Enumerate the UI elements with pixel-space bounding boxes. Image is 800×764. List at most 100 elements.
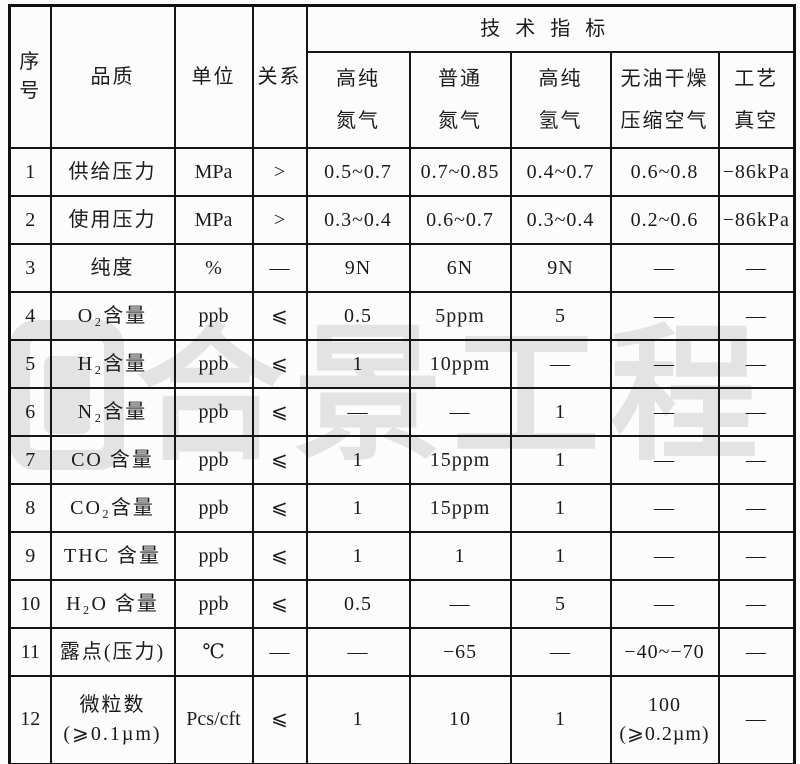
cell-value: —	[609, 291, 720, 341]
cell-value: —	[609, 579, 720, 629]
cell-value: 1	[305, 339, 411, 389]
cell-value: —	[408, 387, 512, 437]
cell-value: 1	[305, 435, 411, 485]
cell-value: —	[609, 483, 720, 533]
table-row: 6 N₂含量 ppb ⩽ — — 1 — —	[8, 387, 796, 437]
header-row-group: 序号 品质 单位 关系 技术指标	[8, 4, 796, 149]
header-spec-line: 高纯	[336, 68, 380, 90]
cell-relation: ⩽	[251, 579, 308, 629]
cell-no: 5	[8, 339, 52, 389]
cell-value: —	[509, 627, 612, 677]
cell-value: 0.5	[305, 579, 411, 629]
cell-value: −86kPa	[717, 147, 796, 197]
cell-value: 0.5	[305, 291, 411, 341]
cell-value: 0.4~0.7	[509, 147, 612, 197]
cell-value: 15ppm	[408, 435, 512, 485]
header-spec-vacuum: 工艺 真空	[717, 51, 796, 149]
cell-unit: MPa	[173, 195, 254, 245]
header-spec-cda: 无油干燥 压缩空气	[609, 51, 720, 149]
table-row: 3 纯度 % — 9N 6N 9N — —	[8, 243, 796, 293]
cell-value: 1	[509, 531, 612, 581]
cell-value: 0.3~0.4	[305, 195, 411, 245]
cell-value: —	[305, 627, 411, 677]
header-spec-line: 真空	[734, 110, 779, 132]
cell-no: 2	[8, 195, 52, 245]
cell-value: −40~−70	[609, 627, 720, 677]
table-row: 10 H₂O 含量 ppb ⩽ 0.5 — 5 — —	[8, 579, 796, 629]
cell-quality: O₂含量	[49, 291, 176, 341]
cell-value: 9N	[305, 243, 411, 293]
cell-no: 10	[8, 579, 52, 629]
cell-quality: H₂含量	[49, 339, 176, 389]
cell-value: —	[717, 387, 796, 437]
cell-unit: MPa	[173, 147, 254, 197]
cell-relation: ⩽	[251, 435, 308, 485]
header-spec-ord-n2: 普通 氮气	[408, 51, 512, 149]
cell-value: 0.6~0.8	[609, 147, 720, 197]
header-spec-line: 氮气	[336, 110, 380, 132]
cell-value: 0.6~0.7	[408, 195, 512, 245]
cell-relation: —	[251, 627, 308, 677]
cell-value: 1	[305, 483, 411, 533]
cell-no: 12	[8, 675, 52, 764]
cell-quality: H₂O 含量	[49, 579, 176, 629]
cell-quality: N₂含量	[49, 387, 176, 437]
cell-unit: ppb	[173, 339, 254, 389]
table-row: 9 THC 含量 ppb ⩽ 1 1 1 — —	[8, 531, 796, 581]
cell-quality: 使用压力	[49, 195, 176, 245]
cell-value: —	[717, 483, 796, 533]
header-spec-line: 压缩空气	[620, 110, 709, 132]
table-row: 12 微粒数 (⩾0.1µm) Pcs/cft ⩽ 1 10 1 100 (⩾0…	[8, 675, 796, 764]
header-spec-hp-n2: 高纯 氮气	[305, 51, 411, 149]
cell-unit: ppb	[173, 531, 254, 581]
header-relation: 关系	[251, 4, 308, 149]
cell-no: 1	[8, 147, 52, 197]
cell-value: 0.3~0.4	[509, 195, 612, 245]
cell-quality: CO 含量	[49, 435, 176, 485]
cell-unit: ppb	[173, 579, 254, 629]
cell-value: 1	[509, 387, 612, 437]
cell-value: —	[305, 387, 411, 437]
cell-value: 1	[509, 675, 612, 764]
cell-value: —	[609, 243, 720, 293]
cell-value: —	[717, 675, 796, 764]
cell-value: 1	[509, 483, 612, 533]
cell-no: 11	[8, 627, 52, 677]
cell-unit: ppb	[173, 387, 254, 437]
cell-value: —	[408, 579, 512, 629]
header-quality: 品质	[49, 4, 176, 149]
cell-value: 0.2~0.6	[609, 195, 720, 245]
table-row: 5 H₂含量 ppb ⩽ 1 10ppm — — —	[8, 339, 796, 389]
cell-value: —	[717, 435, 796, 485]
cell-value: 10	[408, 675, 512, 764]
cell-unit: ppb	[173, 483, 254, 533]
cell-value: —	[717, 291, 796, 341]
cell-value: 5	[509, 291, 612, 341]
cell-unit: Pcs/cft	[173, 675, 254, 764]
table-row: 11 露点(压力) ℃ — — −65 — −40~−70 —	[8, 627, 796, 677]
cell-value: —	[609, 339, 720, 389]
cell-quality: 露点(压力)	[49, 627, 176, 677]
cell-unit: ppb	[173, 291, 254, 341]
header-no: 序号	[8, 4, 52, 149]
header-spec-line: 无油干燥	[620, 68, 709, 90]
cell-value: 0.5~0.7	[305, 147, 411, 197]
cell-quality: 纯度	[49, 243, 176, 293]
cell-relation: ⩽	[251, 339, 308, 389]
header-spec-hp-h2: 高纯 氢气	[509, 51, 612, 149]
cell-relation: ⩽	[251, 531, 308, 581]
cell-value: 15ppm	[408, 483, 512, 533]
cell-unit: ppb	[173, 435, 254, 485]
cell-no: 8	[8, 483, 52, 533]
cell-relation: —	[251, 243, 308, 293]
header-unit: 单位	[173, 4, 254, 149]
cell-relation: >	[251, 195, 308, 245]
cell-value: 1	[408, 531, 512, 581]
cell-no: 9	[8, 531, 52, 581]
cell-quality: 微粒数 (⩾0.1µm)	[49, 675, 176, 764]
cell-value: 1	[305, 531, 411, 581]
cell-value: —	[717, 627, 796, 677]
cell-value: 10ppm	[408, 339, 512, 389]
cell-value: 1	[305, 675, 411, 764]
